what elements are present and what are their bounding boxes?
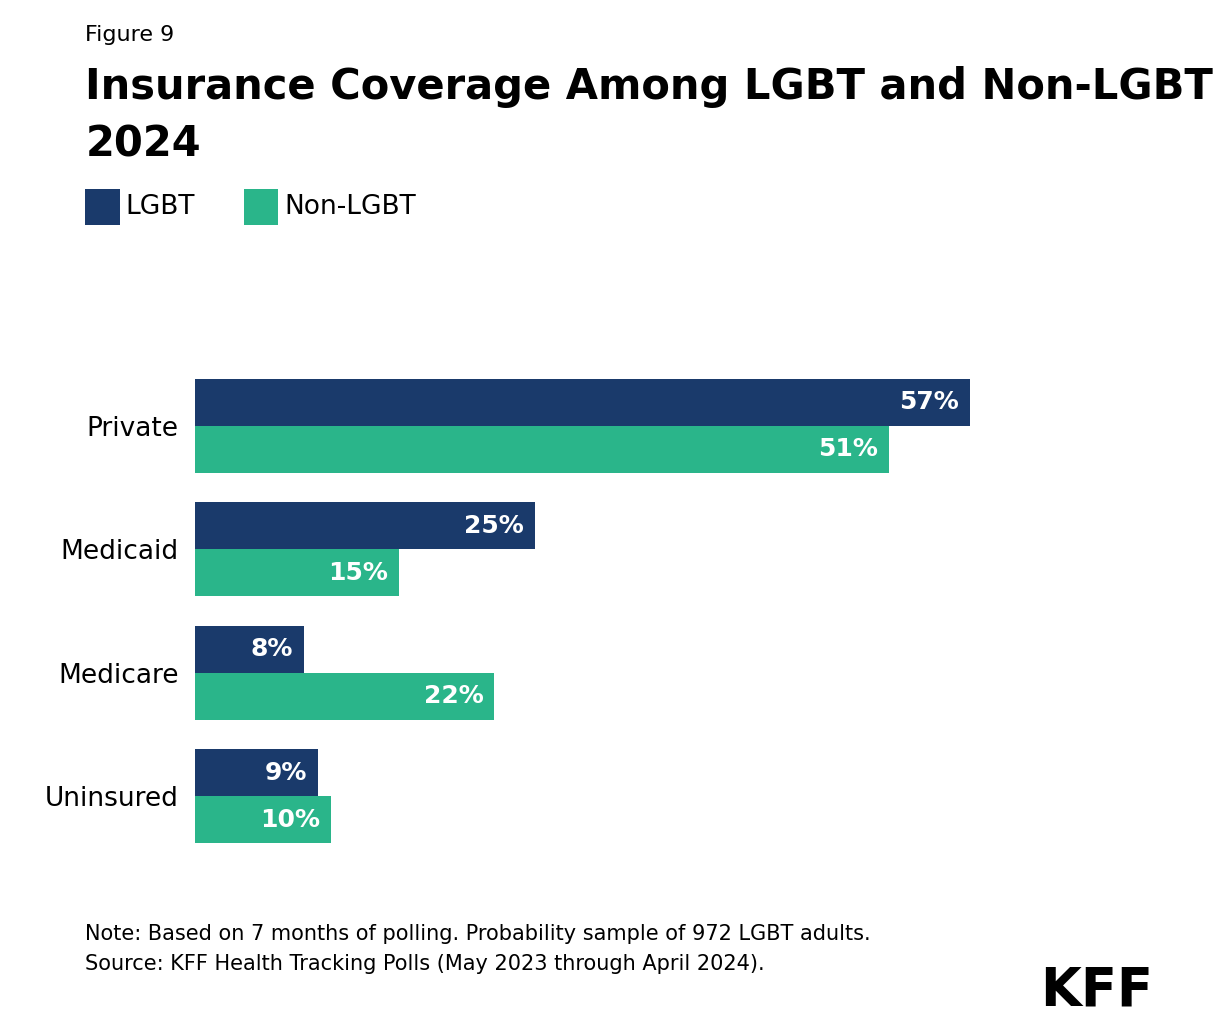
Text: 10%: 10% xyxy=(260,808,321,831)
Text: 51%: 51% xyxy=(817,437,877,462)
Bar xyxy=(195,379,970,426)
Text: KFF: KFF xyxy=(1039,965,1153,1010)
Bar xyxy=(195,626,304,673)
Bar xyxy=(195,549,399,596)
Text: 25%: 25% xyxy=(465,514,525,538)
Text: Note: Based on 7 months of polling. Probability sample of 972 LGBT adults.: Note: Based on 7 months of polling. Prob… xyxy=(85,924,871,944)
Text: Non-LGBT: Non-LGBT xyxy=(284,194,416,220)
Bar xyxy=(195,426,888,473)
Text: Insurance Coverage Among LGBT and Non-LGBT Adults, 2023-: Insurance Coverage Among LGBT and Non-LG… xyxy=(85,66,1220,108)
Text: 8%: 8% xyxy=(250,637,293,662)
Text: Source: KFF Health Tracking Polls (May 2023 through April 2024).: Source: KFF Health Tracking Polls (May 2… xyxy=(85,954,765,975)
Text: Figure 9: Figure 9 xyxy=(85,25,174,45)
Text: 22%: 22% xyxy=(423,684,483,708)
Text: LGBT: LGBT xyxy=(126,194,195,220)
Text: 15%: 15% xyxy=(328,561,388,585)
Text: 2024: 2024 xyxy=(85,123,201,166)
Bar xyxy=(195,673,494,720)
Bar xyxy=(195,796,331,843)
Bar xyxy=(195,502,536,549)
Bar xyxy=(195,749,317,796)
Text: 57%: 57% xyxy=(899,391,959,414)
Text: 9%: 9% xyxy=(265,761,306,785)
